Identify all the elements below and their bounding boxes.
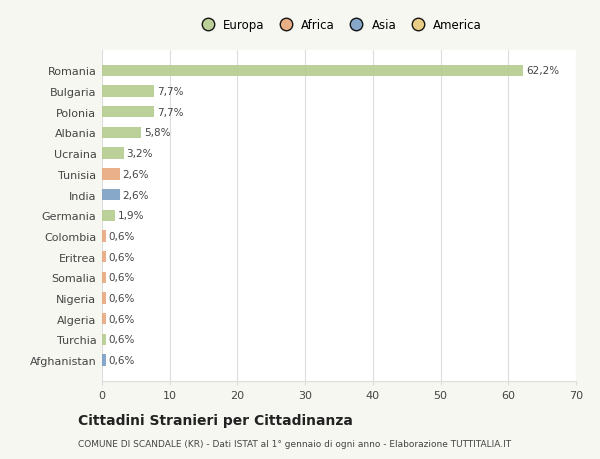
Bar bbox=[102, 293, 106, 304]
Bar bbox=[102, 272, 106, 283]
Text: 0,6%: 0,6% bbox=[109, 314, 135, 324]
Text: 62,2%: 62,2% bbox=[526, 66, 559, 76]
Text: 2,6%: 2,6% bbox=[122, 169, 149, 179]
Bar bbox=[102, 107, 154, 118]
Bar bbox=[102, 190, 119, 201]
Text: 0,6%: 0,6% bbox=[109, 231, 135, 241]
Bar bbox=[102, 313, 106, 325]
Bar bbox=[102, 231, 106, 242]
Bar bbox=[102, 128, 141, 139]
Text: 0,6%: 0,6% bbox=[109, 252, 135, 262]
Bar bbox=[102, 169, 119, 180]
Text: 3,2%: 3,2% bbox=[127, 149, 153, 159]
Text: 2,6%: 2,6% bbox=[122, 190, 149, 200]
Text: 7,7%: 7,7% bbox=[157, 107, 184, 118]
Text: 0,6%: 0,6% bbox=[109, 293, 135, 303]
Bar bbox=[102, 252, 106, 263]
Bar bbox=[102, 86, 154, 97]
Text: 0,6%: 0,6% bbox=[109, 273, 135, 283]
Bar bbox=[102, 210, 115, 221]
Text: 0,6%: 0,6% bbox=[109, 335, 135, 345]
Text: COMUNE DI SCANDALE (KR) - Dati ISTAT al 1° gennaio di ogni anno - Elaborazione T: COMUNE DI SCANDALE (KR) - Dati ISTAT al … bbox=[78, 439, 511, 448]
Text: 0,6%: 0,6% bbox=[109, 355, 135, 365]
Bar bbox=[102, 148, 124, 159]
Bar bbox=[102, 334, 106, 345]
Text: 1,9%: 1,9% bbox=[118, 211, 144, 221]
Text: 7,7%: 7,7% bbox=[157, 87, 184, 97]
Legend: Europa, Africa, Asia, America: Europa, Africa, Asia, America bbox=[194, 17, 484, 34]
Bar bbox=[102, 355, 106, 366]
Bar bbox=[102, 66, 523, 77]
Text: 5,8%: 5,8% bbox=[144, 128, 170, 138]
Text: Cittadini Stranieri per Cittadinanza: Cittadini Stranieri per Cittadinanza bbox=[78, 414, 353, 428]
